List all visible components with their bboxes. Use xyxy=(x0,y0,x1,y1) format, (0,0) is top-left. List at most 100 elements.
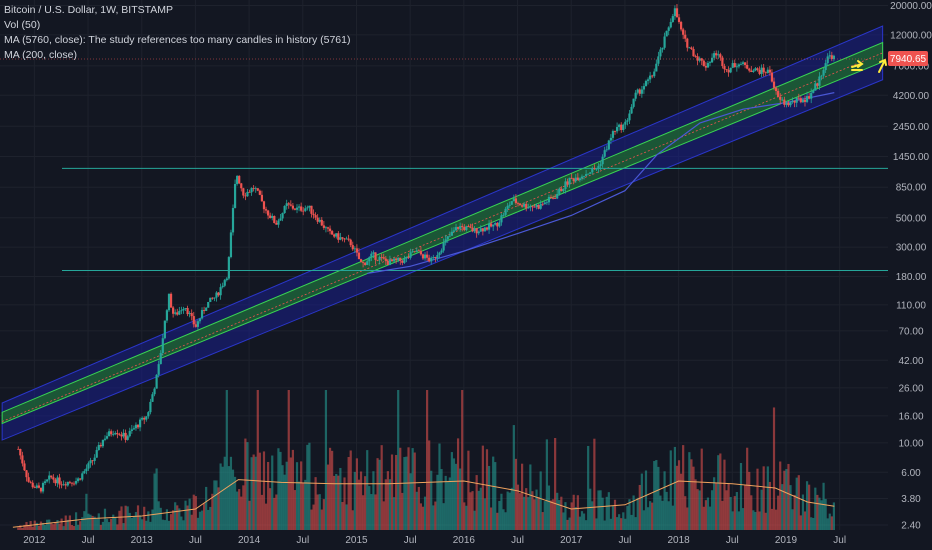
x-tick-label: Jul xyxy=(726,535,739,546)
volume-bar xyxy=(774,509,778,530)
volume-bar xyxy=(537,496,540,530)
volume-bar xyxy=(341,501,344,530)
price-axis[interactable]: 20000.00 12000.00 7000.00 4200.00 2450.00 145… xyxy=(890,1,932,532)
candle-body xyxy=(500,215,503,223)
legend-title[interactable]: Bitcoin / U.S. Dollar, 1W, BITSTAMP xyxy=(4,4,174,16)
candle-body xyxy=(626,120,629,122)
candle-body xyxy=(485,227,489,230)
candle-body xyxy=(719,54,722,58)
candle-body xyxy=(132,428,135,430)
volume-bar xyxy=(196,517,200,530)
volume-bar xyxy=(236,491,239,530)
candle-body xyxy=(580,176,584,179)
candle-body xyxy=(304,208,307,211)
candle-body xyxy=(382,257,385,259)
candle-body xyxy=(62,484,65,486)
candle-body xyxy=(289,204,292,206)
volume-bar xyxy=(572,494,575,530)
volume-bar xyxy=(570,502,573,530)
candle-body xyxy=(671,16,674,22)
candle-body xyxy=(186,308,189,315)
volume-bar xyxy=(81,517,84,530)
candle-body xyxy=(380,257,383,258)
candle-body xyxy=(174,312,177,314)
volume-bar xyxy=(50,523,53,530)
volume-bar xyxy=(180,516,183,530)
candle-body xyxy=(99,445,102,447)
candle-body xyxy=(56,477,59,484)
volume-bar xyxy=(791,509,794,530)
time-axis[interactable]: 2012 Jul 2013 Jul 2014 Jul 2015 Jul 2016 Jul 2017 J… xyxy=(23,535,846,546)
volume-bar xyxy=(368,486,371,530)
candle-body xyxy=(31,482,34,488)
volume-bar xyxy=(661,500,664,530)
channel-midline xyxy=(1,52,883,422)
volume-bar xyxy=(110,518,113,530)
y-tick-label: 2450.00 xyxy=(893,122,930,133)
candle-body xyxy=(271,215,274,219)
volume-bar xyxy=(41,522,45,530)
volume-bar xyxy=(271,455,274,530)
candle-body xyxy=(706,63,710,68)
candle-body xyxy=(824,63,827,71)
y-tick-label: 42.00 xyxy=(898,356,923,367)
candle-body xyxy=(118,434,121,436)
volume-bar xyxy=(770,508,774,530)
candle-body xyxy=(492,224,495,227)
last-price-value: 7940.65 xyxy=(890,54,927,65)
volume-bar xyxy=(508,492,511,530)
candle-body xyxy=(293,208,297,210)
candle-body xyxy=(585,174,588,176)
volume-bar xyxy=(628,499,631,530)
volume-bar xyxy=(477,490,480,530)
volume-bar xyxy=(655,460,658,530)
candle-body xyxy=(766,69,769,74)
volume-bar xyxy=(250,457,253,530)
legend-ma5760[interactable]: MA (5760, close): The study references t… xyxy=(4,34,351,46)
candle-body xyxy=(636,89,639,93)
candle-body xyxy=(826,56,829,64)
volume-bar xyxy=(219,463,222,530)
volume-bar xyxy=(48,519,51,530)
volume-bar xyxy=(708,506,712,530)
candle-body xyxy=(79,478,82,480)
candle-body xyxy=(390,259,394,262)
candle-body xyxy=(777,91,780,97)
volume-bar xyxy=(93,516,96,530)
volume-bar xyxy=(108,522,111,530)
candle-body xyxy=(754,68,757,71)
legend-volume[interactable]: Vol (50) xyxy=(4,19,41,31)
candle-body xyxy=(506,205,509,209)
volume-bar xyxy=(502,509,505,530)
candle-body xyxy=(605,149,608,151)
volume-bar xyxy=(242,485,245,530)
volume-bar xyxy=(172,510,175,530)
candle-body xyxy=(715,53,718,56)
candle-body xyxy=(258,190,261,195)
candle-body xyxy=(200,310,204,319)
candle-body xyxy=(246,191,249,197)
volume-bar xyxy=(582,513,586,530)
volume-bar xyxy=(105,518,109,530)
legend-ma200[interactable]: MA (200, close) xyxy=(4,49,77,61)
volume-bar xyxy=(306,444,309,530)
volume-bar xyxy=(132,516,135,530)
candle-body xyxy=(328,228,332,232)
volume-bar xyxy=(229,456,233,530)
candle-body xyxy=(378,257,381,261)
arrow-up-right-icon xyxy=(878,58,887,73)
y-tick-label: 2.40 xyxy=(901,520,921,531)
candle-body xyxy=(180,310,183,312)
candle-body xyxy=(364,262,367,266)
volume-bar xyxy=(182,520,185,530)
volume-bar xyxy=(727,483,730,530)
candle-body xyxy=(190,313,193,317)
candle-body xyxy=(444,239,447,243)
volume-bar xyxy=(564,502,567,530)
volume-bar xyxy=(97,513,100,530)
candle-body xyxy=(688,47,691,49)
candle-body xyxy=(750,70,753,73)
volume-bar xyxy=(566,519,569,530)
candle-body xyxy=(812,90,815,93)
